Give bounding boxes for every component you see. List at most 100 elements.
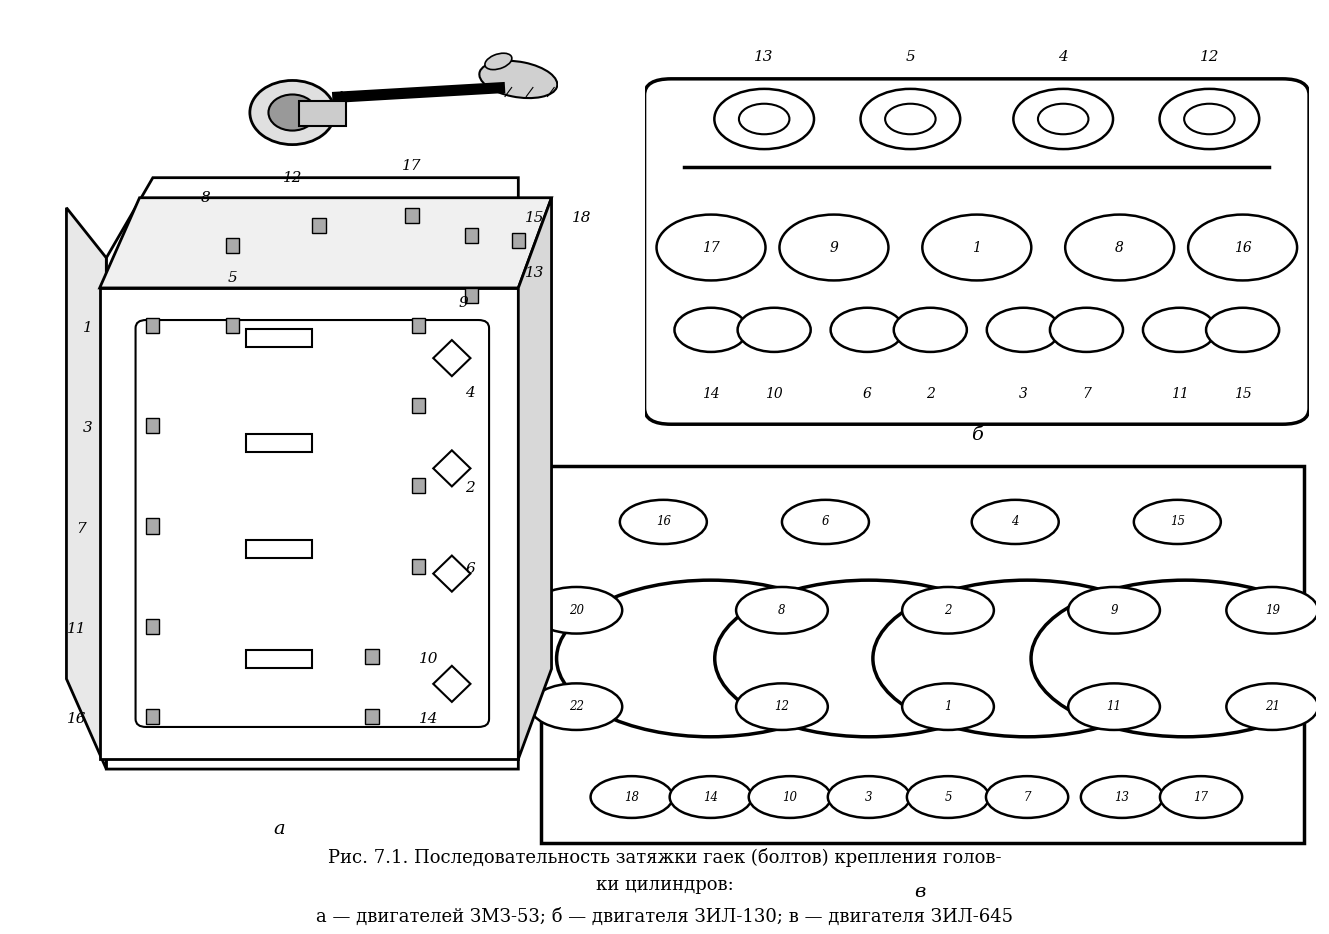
Text: 14: 14 [419, 712, 439, 726]
Text: 15: 15 [525, 211, 545, 225]
Text: 18: 18 [625, 790, 639, 803]
Circle shape [557, 580, 865, 737]
Bar [246, 540, 312, 558]
Circle shape [1031, 580, 1329, 737]
Text: 7: 7 [1023, 790, 1031, 803]
Text: 13: 13 [755, 50, 773, 64]
Polygon shape [518, 198, 552, 759]
Circle shape [1134, 500, 1221, 544]
Bar [465, 228, 478, 243]
Text: 9: 9 [829, 241, 839, 254]
Circle shape [674, 308, 747, 352]
Polygon shape [100, 198, 552, 288]
Text: 2: 2 [465, 481, 474, 495]
Circle shape [906, 776, 989, 818]
Ellipse shape [480, 61, 557, 98]
Bar [246, 434, 312, 452]
Text: 7: 7 [1082, 387, 1091, 401]
Circle shape [779, 215, 888, 280]
Text: 10: 10 [766, 387, 783, 401]
Bar [412, 478, 425, 493]
Text: 3: 3 [865, 790, 873, 803]
Text: в: в [914, 884, 926, 901]
Text: 14: 14 [702, 387, 720, 401]
Bar [365, 649, 379, 664]
Text: 2: 2 [945, 603, 952, 616]
Bar [146, 618, 159, 634]
Circle shape [1069, 587, 1160, 633]
Circle shape [1080, 776, 1163, 818]
Circle shape [1143, 308, 1216, 352]
Polygon shape [433, 450, 470, 487]
Circle shape [670, 776, 752, 818]
Circle shape [873, 580, 1181, 737]
Circle shape [828, 776, 910, 818]
Bar [246, 650, 312, 668]
Text: 16: 16 [66, 712, 86, 726]
Text: 11: 11 [66, 622, 86, 636]
Circle shape [902, 587, 994, 633]
Text: 20: 20 [569, 603, 583, 616]
Circle shape [1159, 89, 1259, 149]
Circle shape [268, 94, 316, 131]
Text: 14: 14 [703, 790, 718, 803]
Text: 1: 1 [84, 321, 93, 335]
Polygon shape [100, 288, 518, 759]
Text: 11: 11 [1171, 387, 1188, 401]
Text: 5: 5 [227, 271, 238, 285]
Circle shape [736, 587, 828, 633]
Bar [226, 318, 239, 333]
Text: 1: 1 [945, 700, 952, 714]
Text: 8: 8 [201, 191, 211, 205]
Polygon shape [433, 340, 470, 376]
Circle shape [736, 684, 828, 730]
Text: 10: 10 [419, 652, 439, 666]
Text: 11: 11 [1107, 700, 1122, 714]
Text: 5: 5 [945, 790, 952, 803]
Text: 6: 6 [465, 561, 474, 575]
Text: 8: 8 [779, 603, 785, 616]
Text: 10: 10 [783, 790, 797, 803]
Bar [412, 559, 425, 573]
Text: 16: 16 [655, 516, 671, 529]
Text: 4: 4 [1058, 50, 1069, 64]
Text: 6: 6 [863, 387, 872, 401]
Bar [412, 398, 425, 413]
Text: 16: 16 [1233, 241, 1252, 254]
Circle shape [530, 684, 622, 730]
Text: 17: 17 [1193, 790, 1208, 803]
Circle shape [902, 684, 994, 730]
Bar [412, 318, 425, 333]
Bar [365, 709, 379, 724]
Circle shape [1207, 308, 1278, 352]
Circle shape [893, 308, 966, 352]
Text: 15: 15 [1170, 516, 1185, 529]
Text: 15: 15 [1233, 387, 1252, 401]
Text: ки цилиндров:: ки цилиндров: [595, 876, 734, 895]
Bar [405, 207, 419, 223]
Text: 3: 3 [84, 421, 93, 435]
Circle shape [1188, 215, 1297, 280]
Polygon shape [106, 177, 518, 769]
Bar [146, 709, 159, 724]
Bar [312, 218, 326, 233]
Text: 12: 12 [283, 171, 302, 185]
Bar [512, 233, 525, 248]
Circle shape [986, 776, 1069, 818]
Text: б: б [971, 426, 982, 445]
Polygon shape [433, 556, 470, 591]
Text: 6: 6 [821, 516, 829, 529]
Text: а: а [274, 820, 284, 838]
Circle shape [1227, 684, 1318, 730]
Ellipse shape [485, 53, 512, 70]
Circle shape [1065, 215, 1175, 280]
Bar [226, 238, 239, 253]
Bar [146, 518, 159, 533]
Text: 12: 12 [775, 700, 789, 714]
Text: 17: 17 [702, 241, 720, 254]
Circle shape [657, 215, 766, 280]
Bar [146, 418, 159, 433]
FancyBboxPatch shape [645, 78, 1309, 424]
Circle shape [748, 776, 831, 818]
Text: 19: 19 [1265, 603, 1280, 616]
